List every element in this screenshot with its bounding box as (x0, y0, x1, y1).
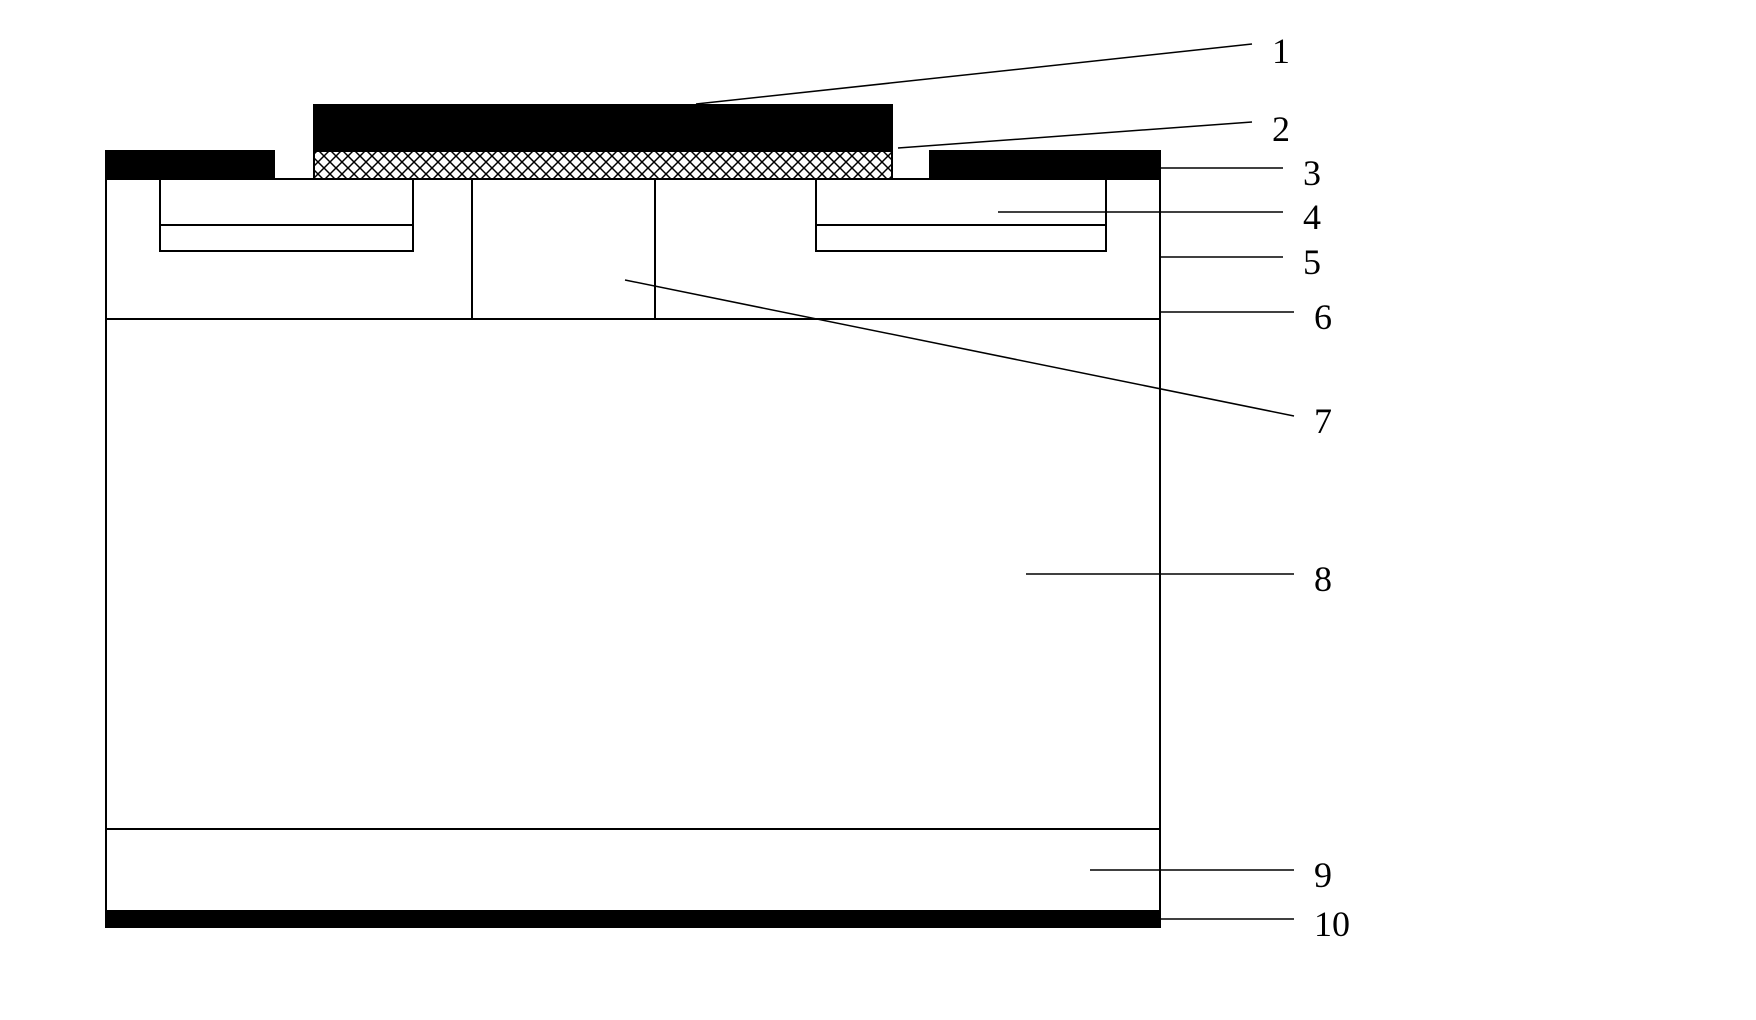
layer-4-5-left (160, 179, 413, 251)
layer-4-5-right (816, 179, 1106, 251)
label-2: 2 (1272, 108, 1290, 150)
label-5: 5 (1303, 241, 1321, 283)
label-7: 7 (1314, 400, 1332, 442)
layer-9 (106, 829, 1160, 911)
label-1: 1 (1272, 30, 1290, 72)
layer-10 (106, 911, 1160, 927)
label-3: 3 (1303, 152, 1321, 194)
diagram-svg (0, 0, 1756, 1020)
label-10: 10 (1314, 903, 1350, 945)
diagram-container: 1 2 3 4 5 6 7 8 9 10 (0, 0, 1756, 1020)
label-6: 6 (1314, 296, 1332, 338)
layer-3-left (106, 151, 274, 179)
leader-2 (898, 122, 1252, 148)
label-8: 8 (1314, 558, 1332, 600)
label-9: 9 (1314, 854, 1332, 896)
layer-8 (106, 319, 1160, 829)
layer-3-right (930, 151, 1160, 179)
label-4: 4 (1303, 196, 1321, 238)
leader-1 (696, 44, 1252, 104)
layer-1 (314, 105, 892, 151)
layer-2 (314, 151, 892, 179)
